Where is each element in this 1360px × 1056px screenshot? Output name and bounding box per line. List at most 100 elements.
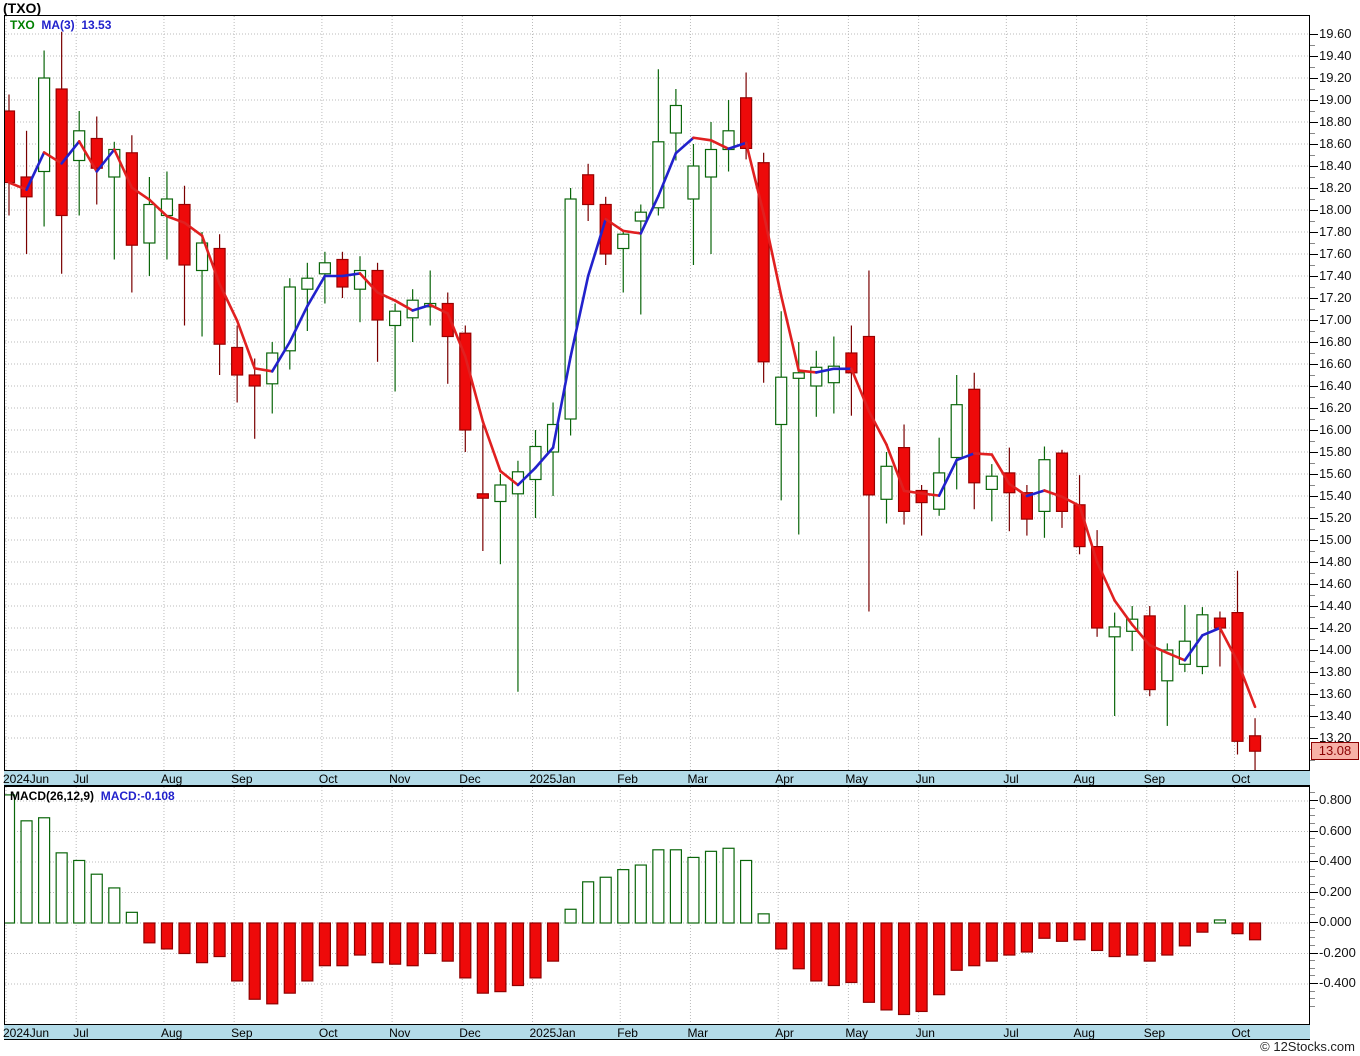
price-axis-label: 13.40 [1319, 708, 1352, 723]
ma3-line-segment [516, 466, 537, 487]
axis-tick [1310, 807, 1315, 809]
page-title: (TXO) [3, 0, 42, 16]
ma3-line-segment [1130, 623, 1152, 647]
price-axis-label: 14.80 [1319, 554, 1352, 569]
macd-bar [1161, 922, 1174, 956]
candle [704, 122, 718, 254]
price-axis-label: 16.80 [1319, 334, 1352, 349]
ma3-line-segment [393, 299, 414, 312]
axis-tick [1310, 430, 1318, 431]
ma3-line-segment [376, 291, 397, 302]
month-label: Sep [1143, 1026, 1166, 1040]
ma3-line-segment [885, 443, 906, 493]
macd-panel: MACD(26,12,9) MACD:-0.108 [4, 786, 1310, 1025]
ma3-line-segment [850, 367, 871, 413]
candle [810, 350, 823, 417]
axis-tick [1310, 463, 1315, 464]
axis-tick [1310, 845, 1315, 847]
price-axis-label: 17.20 [1319, 290, 1352, 305]
month-label: Nov [389, 772, 411, 786]
macd-bar [213, 922, 226, 958]
axis-tick [1310, 364, 1318, 365]
macd-bar [582, 881, 595, 924]
macd-bar [231, 922, 244, 982]
price-axis-label: 13.60 [1319, 686, 1352, 701]
macd-bar [950, 922, 963, 971]
month-label: Oct [318, 1026, 338, 1040]
macd-bar [73, 859, 86, 924]
axis-tick [1310, 331, 1315, 332]
month-label: Feb [617, 772, 638, 786]
price-axis-label: 19.00 [1319, 92, 1352, 107]
macd-axis-label: 0.800 [1319, 792, 1352, 807]
ma3-line-segment [77, 140, 99, 173]
macd-bar [862, 922, 876, 1003]
axis-tick [1310, 419, 1315, 420]
axis-tick [1310, 518, 1318, 519]
macd-bar [160, 922, 174, 950]
macd-value-label: MACD:-0.108 [100, 789, 175, 803]
candle [441, 292, 454, 384]
axis-tick [1310, 287, 1315, 288]
month-label: 2024Jun [3, 772, 50, 786]
ma3-line-segment [1236, 660, 1257, 709]
axis-tick [1310, 441, 1315, 442]
macd-bar [424, 922, 437, 955]
ma3-line-segment [499, 469, 520, 487]
ma3-line-segment [569, 274, 590, 358]
axis-tick [1310, 830, 1318, 832]
candle [90, 116, 103, 205]
macd-bar [704, 850, 718, 924]
axis-tick [1310, 474, 1318, 475]
axis-tick [1310, 562, 1318, 563]
axis-tick [1310, 408, 1318, 409]
month-label: Sep [1143, 772, 1166, 786]
axis-tick [1310, 906, 1315, 908]
price-axis-label: 14.40 [1319, 598, 1352, 613]
price-axis-label: 18.60 [1319, 136, 1352, 151]
axis-tick [1310, 998, 1315, 1000]
axis-tick [1310, 452, 1318, 453]
price-axis-label: 17.60 [1319, 246, 1352, 261]
ma3-line-segment [218, 282, 239, 323]
ma3-line-segment [130, 186, 151, 202]
candle [652, 69, 665, 216]
macd-bar [1073, 922, 1086, 941]
axis-tick [1310, 111, 1315, 112]
candle [511, 460, 525, 692]
candle [582, 163, 595, 221]
candle [476, 424, 489, 551]
axis-tick [1310, 800, 1318, 801]
axis-tick [1310, 34, 1318, 35]
axis-tick [1310, 705, 1315, 706]
candle [1003, 447, 1016, 532]
month-label: Nov [389, 1026, 411, 1040]
axis-tick [1310, 56, 1318, 57]
macd-bar [810, 922, 823, 982]
month-label: Aug [1073, 772, 1095, 786]
ma3-line-segment [937, 458, 959, 497]
macd-bar [143, 922, 156, 944]
ma3-line-segment [1166, 651, 1187, 662]
price-axis-label: 15.00 [1319, 532, 1352, 547]
axis-tick [1310, 861, 1318, 862]
ma3-line-segment [1148, 643, 1169, 655]
macd-bar [739, 859, 753, 924]
macd-axis-label: -0.200 [1319, 944, 1356, 960]
axis-tick [1310, 177, 1315, 178]
candle [1143, 606, 1156, 697]
price-axis-label: 18.80 [1319, 114, 1352, 129]
price-axis-label: 17.40 [1319, 268, 1352, 283]
axis-tick [1310, 155, 1315, 156]
date-axis-bottom: 2024Jun Jul Aug Sep Oct Nov Dec 2025Jan Feb Mar Ap… [3, 1024, 1310, 1040]
ma3-line-segment [1008, 482, 1029, 498]
ma3-line-segment [1025, 489, 1046, 498]
ma3-line-segment [814, 367, 836, 374]
macd-bar [546, 922, 560, 962]
price-axis-label: 14.60 [1319, 576, 1352, 591]
macd-bar [968, 922, 981, 967]
candle [213, 234, 226, 375]
candle [599, 196, 612, 265]
month-label: Aug [160, 772, 183, 786]
ma3-line-segment [972, 452, 994, 456]
